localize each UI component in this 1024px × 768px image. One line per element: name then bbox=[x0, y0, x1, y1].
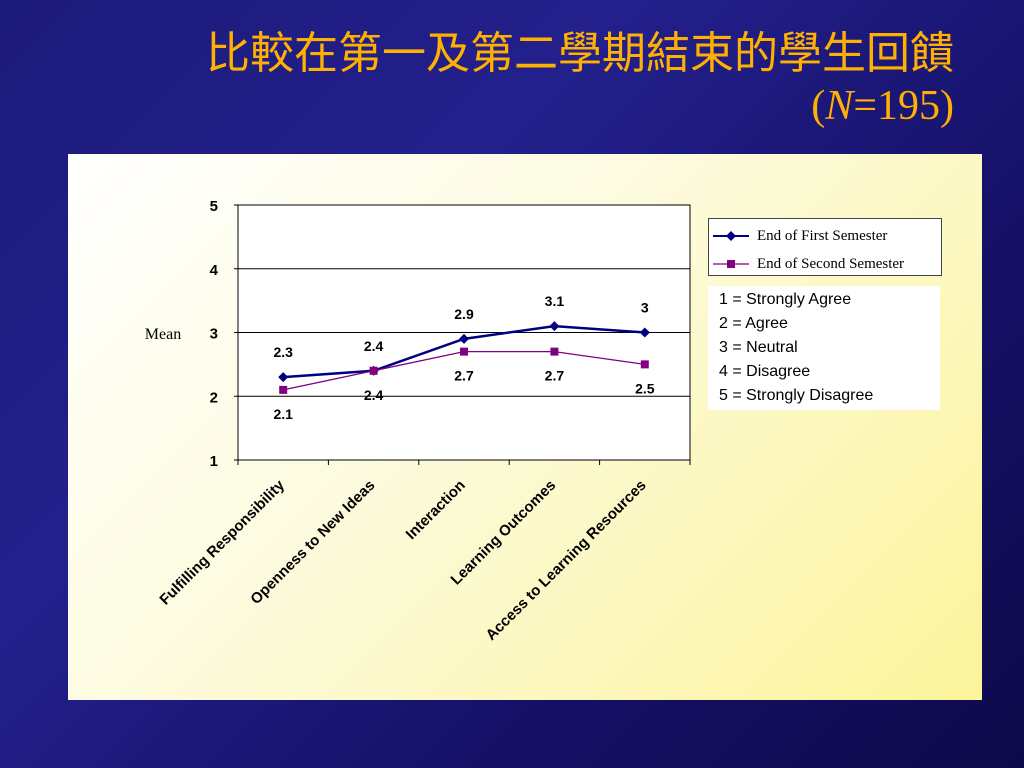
title-n-value: =195) bbox=[853, 83, 954, 129]
y-tick-label: 5 bbox=[210, 198, 218, 215]
scale-notes: 1 = Strongly Agree 2 = Agree 3 = Neutral… bbox=[708, 286, 940, 410]
data-label-series-1: 2.4 bbox=[364, 338, 384, 354]
slide-title: 比較在第一及第二學期結束的學生回饋 (N=195) bbox=[60, 28, 954, 132]
y-tick-label: 1 bbox=[210, 453, 218, 470]
legend-label-series-1: End of First Semester bbox=[757, 227, 888, 244]
legend-swatch-series-1 bbox=[709, 226, 751, 246]
data-label-series-2: 2.7 bbox=[545, 368, 565, 384]
scale-note-4: 4 = Disagree bbox=[719, 363, 811, 380]
data-label-series-2: 2.5 bbox=[635, 380, 655, 396]
data-point-series-1 bbox=[459, 333, 469, 344]
data-label-series-2: 2.7 bbox=[454, 368, 474, 384]
y-axis-label: Mean bbox=[145, 326, 181, 343]
scale-note-1: 1 = Strongly Agree bbox=[719, 291, 852, 308]
data-point-series-1 bbox=[549, 321, 560, 332]
title-line-2: (N=195) bbox=[60, 80, 954, 132]
title-paren-open: ( bbox=[811, 83, 826, 129]
legend-label-series-2: End of Second Semester bbox=[757, 255, 905, 272]
plot-border bbox=[237, 204, 691, 461]
x-tick-label: Interaction bbox=[403, 477, 469, 543]
y-tick-label: 4 bbox=[210, 262, 219, 279]
scale-note-5: 5 = Strongly Disagree bbox=[719, 387, 874, 404]
data-point-series-1 bbox=[639, 327, 650, 338]
data-label-series-2: 2.1 bbox=[273, 406, 293, 422]
data-point-series-2 bbox=[550, 347, 559, 356]
scale-note-2: 2 = Agree bbox=[719, 315, 788, 332]
legend-item-series-1: End of First Semester bbox=[709, 226, 887, 246]
data-label-series-1: 2.3 bbox=[273, 344, 293, 360]
data-point-series-2 bbox=[640, 360, 649, 369]
y-tick-label: 2 bbox=[210, 389, 218, 406]
x-tick-label: Access to Learning Resources bbox=[483, 477, 650, 644]
data-point-series-2 bbox=[369, 366, 378, 375]
legend-item-series-2: End of Second Semester bbox=[709, 254, 904, 274]
title-n-italic: N bbox=[825, 83, 854, 129]
data-point-series-1 bbox=[278, 372, 289, 383]
title-line-1: 比較在第一及第二學期結束的學生回饋 bbox=[206, 29, 954, 78]
legend-swatch-series-2 bbox=[709, 254, 751, 274]
data-point-series-2 bbox=[279, 385, 288, 394]
data-point-series-2 bbox=[460, 347, 468, 356]
data-label-series-1: 3.1 bbox=[545, 293, 565, 309]
data-label-series-1: 2.9 bbox=[454, 306, 474, 322]
data-label-series-1: 3 bbox=[641, 300, 649, 316]
chart-legend: End of First Semester End of Second Seme… bbox=[708, 218, 942, 276]
scale-note-3: 3 = Neutral bbox=[719, 339, 798, 356]
data-label-series-2: 2.4 bbox=[364, 387, 384, 403]
y-tick-label: 3 bbox=[210, 326, 218, 343]
